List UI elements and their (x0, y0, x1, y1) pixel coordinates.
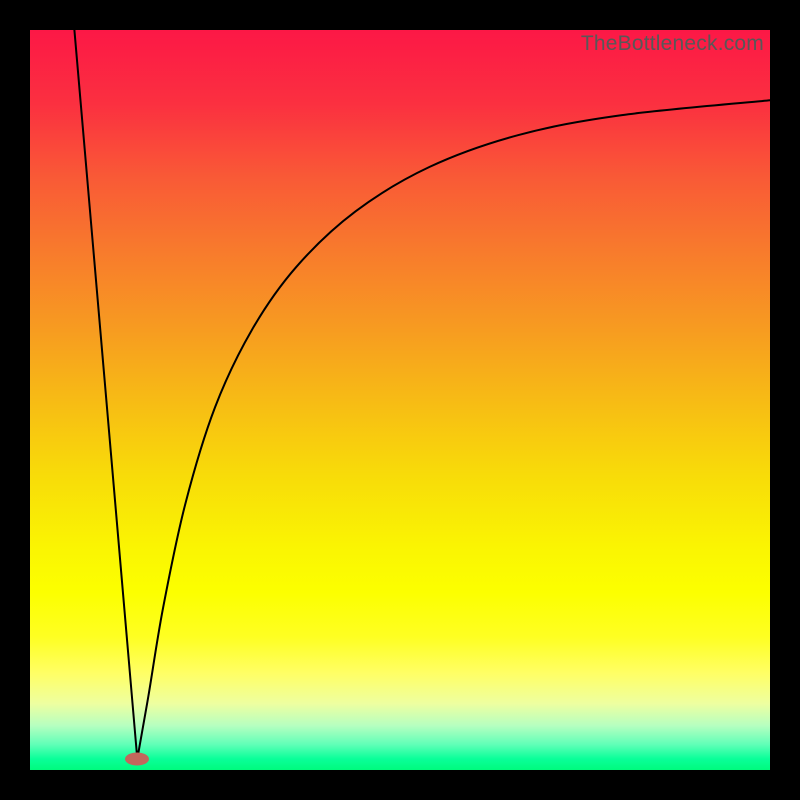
bottleneck-curve-svg (30, 30, 770, 770)
optimum-marker (125, 752, 149, 765)
bottleneck-curve-path (74, 30, 770, 759)
plot-area: TheBottleneck.com (30, 30, 770, 770)
